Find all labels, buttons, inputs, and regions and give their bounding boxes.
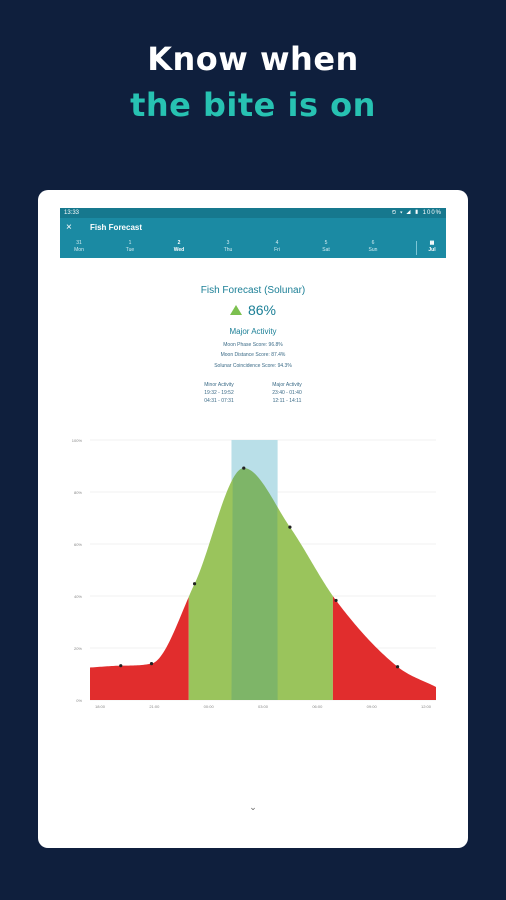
tab-day-label: Fri	[274, 247, 280, 253]
status-bar: 13:33 ⏲ ▾ ◢ ▮ 100%	[60, 208, 446, 218]
tab-day-label: Sat	[322, 247, 330, 253]
moon-phase-score: Moon Phase Score: 96.8%	[223, 342, 283, 348]
x-tick-label: 00:00	[204, 704, 215, 709]
app-title: Fish Forecast	[90, 223, 143, 232]
tab-day-sat[interactable]: 5 Sat	[309, 240, 343, 254]
tab-separator	[416, 241, 417, 255]
headline: Know when the bite is on	[0, 36, 506, 128]
tab-day-number: 2	[177, 240, 181, 246]
y-tick-label: 100%	[72, 438, 83, 443]
data-point	[334, 598, 338, 603]
x-tick-label: 06:00	[312, 704, 323, 709]
data-point	[242, 466, 246, 470]
tab-day-tue[interactable]: 1 Tue	[113, 240, 147, 254]
x-tick-label: 12:00	[421, 704, 432, 709]
minor-activity-times: Minor Activity 19:32 - 19:52 04:31 - 07:…	[174, 381, 264, 405]
major-activity-times: Major Activity 23:40 - 01:40 12:11 - 14:…	[242, 381, 332, 405]
score-value: 86%	[247, 302, 277, 318]
tab-day-number: 5	[324, 240, 328, 246]
data-point	[149, 662, 154, 666]
y-tick-label: 40%	[74, 594, 82, 599]
tab-day-label: Thu	[223, 247, 233, 253]
data-point	[192, 582, 197, 586]
app-bar: × Fish Forecast	[60, 218, 446, 238]
tab-day-number: 3	[226, 240, 230, 246]
close-icon[interactable]: ×	[66, 222, 72, 233]
tab-day-number: 31	[76, 240, 82, 246]
activity-chart: 0% 20% 40% 60% 80% 100% 18:00 21:00 00:00 03:00 06…	[72, 438, 436, 709]
activity-level: Major Activity	[229, 327, 277, 336]
chevron-down-icon[interactable]: ⌄	[249, 802, 257, 812]
x-tick-label: 09:00	[367, 704, 378, 709]
status-icons: ⏲ ▾ ◢ ▮ 100%	[391, 210, 442, 216]
major-activity-time: 12:11 - 14:11	[272, 398, 302, 404]
calendar-tab[interactable]: ▦ Jul	[420, 240, 444, 254]
calendar-icon: ▦	[429, 240, 435, 246]
major-activity-header: Major Activity	[272, 382, 302, 388]
y-tick-label: 0%	[76, 698, 82, 703]
day-tabs: 31 Mon 1 Tue 2 Wed 3 Thu 4 Fri 5 Sat 6 S…	[60, 238, 446, 258]
forecast-title: Fish Forecast (Solunar)	[200, 285, 306, 296]
tab-day-number: 6	[371, 240, 375, 246]
up-triangle-icon	[229, 305, 242, 315]
moon-distance-score: Moon Distance Score: 87.4%	[220, 352, 286, 358]
major-band-overlay	[231, 468, 278, 700]
y-tick-label: 60%	[74, 542, 82, 547]
tab-day-wed[interactable]: 2 Wed	[162, 240, 196, 254]
tab-day-number: 1	[128, 240, 132, 246]
tab-day-label: Wed	[173, 247, 185, 253]
x-tick-label: 03:00	[258, 704, 269, 709]
y-tick-label: 20%	[74, 646, 82, 651]
tab-day-label: Tue	[125, 247, 135, 253]
forecast-score: 86%	[38, 302, 468, 318]
tab-day-sun[interactable]: 6 Sun	[356, 240, 390, 254]
tab-day-label: Sun	[368, 247, 378, 253]
x-tick-label: 18:00	[95, 704, 106, 709]
low-activity-area	[90, 596, 189, 700]
high-activity-area	[188, 468, 333, 700]
status-time: 13:33	[64, 210, 80, 216]
minor-activity-header: Minor Activity	[204, 382, 234, 388]
minor-activity-time: 04:31 - 07:31	[204, 398, 234, 404]
y-tick-label: 80%	[74, 490, 82, 495]
headline-line-2: the bite is on	[130, 86, 376, 124]
tab-day-thu[interactable]: 3 Thu	[211, 240, 245, 254]
data-point	[288, 525, 292, 529]
major-activity-time: 23:40 - 01:40	[272, 390, 302, 396]
data-point	[395, 665, 400, 669]
tab-day-fri[interactable]: 4 Fri	[260, 240, 294, 254]
tab-day-number: 4	[275, 240, 279, 246]
x-tick-label: 21:00	[149, 704, 160, 709]
headline-line-1: Know when	[147, 40, 359, 78]
tab-day-label: Mon	[74, 247, 84, 253]
data-point	[119, 664, 123, 668]
low-activity-area	[332, 596, 436, 700]
tab-day-mon[interactable]: 31 Mon	[62, 240, 96, 254]
solunar-coincidence-score: Solunar Coincidence Score: 94.3%	[214, 363, 292, 369]
calendar-month-label: Jul	[428, 247, 436, 253]
minor-activity-time: 19:32 - 19:52	[204, 390, 234, 396]
tablet-frame: 13:33 ⏲ ▾ ◢ ▮ 100% × Fish Forecast 31 Mo…	[38, 190, 468, 848]
